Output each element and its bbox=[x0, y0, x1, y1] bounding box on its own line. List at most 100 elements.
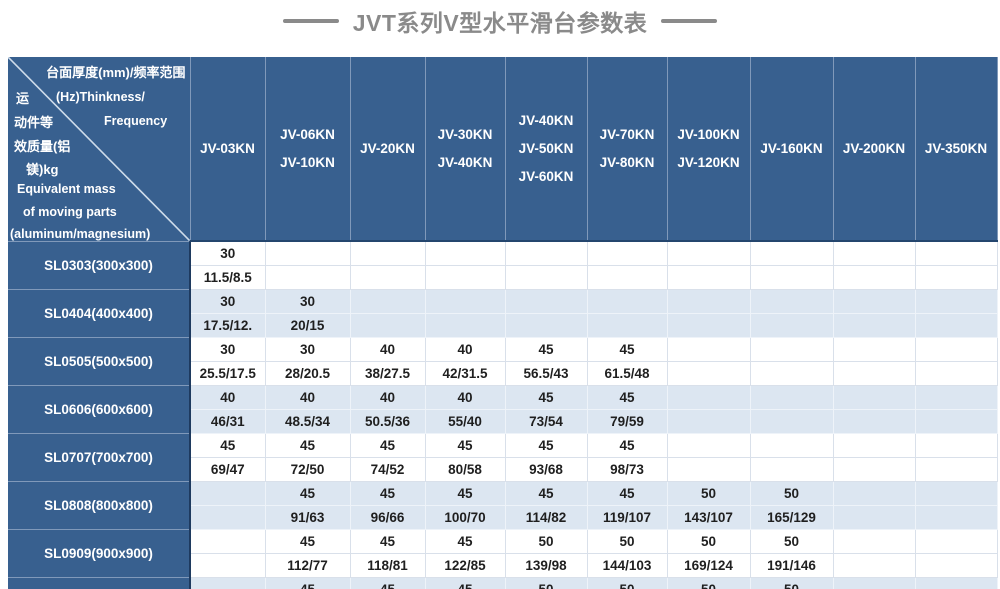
thickness-cell: 45 bbox=[587, 337, 668, 362]
column-model-label: JV-160KN bbox=[760, 140, 823, 156]
thickness-cell: 40 bbox=[425, 385, 506, 410]
page-title: JVT系列V型水平滑台参数表 bbox=[352, 10, 648, 36]
thickness-cell: 40 bbox=[265, 385, 351, 410]
thickness-cell: 30 bbox=[190, 337, 266, 362]
table-row-mass: 46/31 48.5/34 50.5/36 55/40 73/54 79/59 bbox=[8, 409, 998, 434]
column-model-label: JV-350KN bbox=[924, 140, 988, 156]
thickness-cell bbox=[190, 577, 266, 589]
table-row-thickness: SL0505(500x500) 30 30 40 40 45 45 bbox=[8, 337, 998, 386]
thickness-cell: 50 bbox=[750, 481, 834, 506]
mass-cell: 144/103 bbox=[587, 553, 668, 578]
corner-thickness-en-2: Frequency bbox=[104, 114, 168, 128]
thickness-cell bbox=[587, 289, 668, 314]
mass-cell: 118/81 bbox=[350, 553, 426, 578]
thickness-cell: 30 bbox=[265, 289, 351, 314]
table-row-thickness: SL0303(300x300) 30 bbox=[8, 240, 998, 290]
thickness-cell: 40 bbox=[190, 385, 266, 410]
mass-cell: 169/124 bbox=[667, 553, 751, 578]
table-row-thickness: SL0404(400x400) 30 30 bbox=[8, 289, 998, 338]
thickness-cell: 45 bbox=[265, 481, 351, 506]
mass-cell bbox=[750, 265, 834, 290]
mass-cell bbox=[833, 457, 916, 482]
thickness-cell bbox=[833, 433, 916, 458]
mass-cell: 165/129 bbox=[750, 505, 834, 530]
row-label-sl0606: SL0606(600x600) bbox=[8, 385, 191, 434]
mass-cell bbox=[833, 265, 916, 290]
mass-cell: 93/68 bbox=[505, 457, 588, 482]
thickness-cell bbox=[667, 241, 751, 266]
mass-cell: 55/40 bbox=[425, 409, 506, 434]
mass-cell: 112/77 bbox=[265, 553, 351, 578]
page-title-bar: JVT系列V型水平滑台参数表 bbox=[0, 0, 1000, 42]
thickness-cell bbox=[915, 577, 998, 589]
row-label-sl0909: SL0909(900x900) bbox=[8, 529, 191, 578]
thickness-cell: 45 bbox=[425, 433, 506, 458]
thickness-cell bbox=[833, 529, 916, 554]
mass-cell bbox=[587, 265, 668, 290]
mass-cell bbox=[915, 265, 998, 290]
thickness-cell bbox=[750, 385, 834, 410]
mass-cell: 20/15 bbox=[265, 313, 351, 338]
mass-cell bbox=[505, 313, 588, 338]
thickness-cell bbox=[190, 481, 266, 506]
mass-cell: 25.5/17.5 bbox=[190, 361, 266, 386]
corner-mass-cn-3: 效质量(铝 bbox=[14, 139, 71, 154]
column-header-jv-03kn: JV-03KN bbox=[190, 57, 266, 242]
corner-mass-en-1: Equivalent mass bbox=[17, 182, 116, 196]
mass-cell: 72/50 bbox=[265, 457, 351, 482]
thickness-cell bbox=[915, 433, 998, 458]
thickness-cell: 50 bbox=[505, 529, 588, 554]
mass-cell bbox=[833, 361, 916, 386]
thickness-cell bbox=[833, 241, 916, 266]
table-row-thickness: SL0606(600x600) 40 40 40 40 45 45 bbox=[8, 385, 998, 434]
thickness-cell bbox=[750, 241, 834, 266]
mass-cell bbox=[915, 457, 998, 482]
thickness-cell bbox=[505, 241, 588, 266]
mass-cell: 50.5/36 bbox=[350, 409, 426, 434]
mass-cell: 46/31 bbox=[190, 409, 266, 434]
thickness-cell: 45 bbox=[587, 433, 668, 458]
diagonal-divider-line bbox=[8, 57, 190, 241]
thickness-cell bbox=[833, 385, 916, 410]
mass-cell: 38/27.5 bbox=[350, 361, 426, 386]
mass-cell bbox=[265, 265, 351, 290]
corner-thickness-cn: 台面厚度(mm)/频率范围 bbox=[46, 65, 186, 80]
thickness-cell: 30 bbox=[190, 289, 266, 314]
thickness-cell bbox=[833, 289, 916, 314]
thickness-cell bbox=[833, 481, 916, 506]
mass-cell bbox=[750, 457, 834, 482]
table-row-mass: 91/63 96/66 100/70 114/82 119/107 143/107 165/… bbox=[8, 505, 998, 530]
mass-cell bbox=[667, 361, 751, 386]
thickness-cell: 45 bbox=[425, 577, 506, 589]
thickness-cell: 50 bbox=[667, 481, 751, 506]
mass-cell: 61.5/48 bbox=[587, 361, 668, 386]
mass-cell: 17.5/12. bbox=[190, 313, 266, 338]
thickness-cell bbox=[587, 241, 668, 266]
mass-cell: 48.5/34 bbox=[265, 409, 351, 434]
mass-cell: 79/59 bbox=[587, 409, 668, 434]
thickness-cell: 45 bbox=[350, 577, 426, 589]
thickness-cell: 45 bbox=[587, 385, 668, 410]
mass-cell: 28/20.5 bbox=[265, 361, 351, 386]
thickness-cell bbox=[425, 241, 506, 266]
thickness-cell: 45 bbox=[350, 433, 426, 458]
column-model-label: JV-06KN bbox=[280, 126, 335, 142]
mass-cell bbox=[350, 313, 426, 338]
parameter-table: 台面厚度(mm)/频率范围 运 (Hz)Thinkness/ 动件等 Frequ… bbox=[8, 57, 998, 589]
column-header-jv-160kn: JV-160KN bbox=[750, 57, 834, 242]
column-header-jv-100kn-jv-120kn: JV-100KN JV-120KN bbox=[667, 57, 751, 242]
thickness-cell bbox=[667, 385, 751, 410]
thickness-cell: 45 bbox=[425, 529, 506, 554]
row-label-sl0505: SL0505(500x500) bbox=[8, 337, 191, 386]
mass-cell bbox=[833, 553, 916, 578]
column-header-jv-30kn-jv-40kn: JV-30KN JV-40KN bbox=[425, 57, 506, 242]
mass-cell bbox=[833, 313, 916, 338]
thickness-cell bbox=[350, 289, 426, 314]
mass-cell: 73/54 bbox=[505, 409, 588, 434]
mass-cell: 191/146 bbox=[750, 553, 834, 578]
thickness-cell bbox=[750, 433, 834, 458]
mass-cell bbox=[505, 265, 588, 290]
table-body: SL0303(300x300) 30 11.5/8.5 SL0404(400x400)… bbox=[8, 240, 998, 589]
column-model-label: JV-50KN bbox=[518, 140, 574, 156]
